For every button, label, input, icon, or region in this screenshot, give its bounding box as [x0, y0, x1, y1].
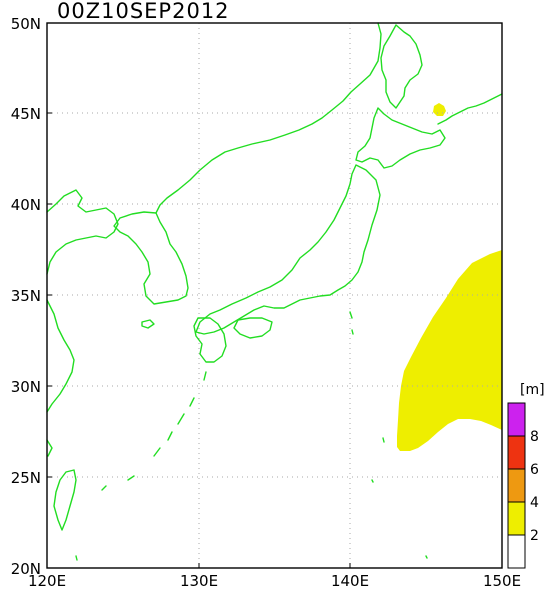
lat-label-40n: 40N: [11, 196, 41, 214]
latitude-labels: 50N 45N 40N 35N 30N 25N 20N: [11, 15, 41, 578]
coastline-kurils: [437, 93, 503, 125]
lat-label-35n: 35N: [11, 287, 41, 305]
colorbar-label-6: 6: [530, 462, 539, 478]
coastline-jeju: [141, 319, 155, 329]
coastline-honshu: [195, 164, 381, 335]
lat-label-25n: 25N: [11, 469, 41, 487]
colorbar-swatch-8: [507, 402, 526, 437]
colorbar-swatch-6: [507, 435, 526, 470]
coastline-shikoku: [233, 317, 273, 339]
coastline-small-islands: [75, 311, 428, 561]
wave-field-east: [397, 250, 502, 451]
colorbar-unit: [m]: [520, 382, 545, 398]
colorbar-label-8: 8: [530, 429, 539, 445]
colorbar-swatch-2: [507, 501, 526, 536]
lat-label-50n: 50N: [11, 15, 41, 33]
colorbar: [m] 8 6 4 2: [507, 382, 545, 569]
lon-label-130e: 130E: [180, 572, 218, 590]
lat-label-45n: 45N: [11, 105, 41, 123]
coastline-russia: [155, 22, 382, 214]
lon-label-150e: 150E: [483, 572, 521, 590]
coastline-kyushu: [193, 317, 227, 363]
coastline-china-south: [46, 299, 75, 413]
longitude-labels: 120E 130E 140E 150E: [28, 572, 521, 590]
graticule: [47, 23, 502, 568]
lon-label-120e: 120E: [28, 572, 66, 590]
map-area: [47, 23, 502, 568]
lon-label-140e: 140E: [331, 572, 369, 590]
lat-label-30n: 30N: [11, 378, 41, 396]
coastlines: [46, 22, 503, 561]
colorbar-swatch-4: [507, 468, 526, 503]
coastline-taiwan: [53, 469, 77, 531]
colorbar-label-4: 4: [530, 495, 539, 511]
coastline-ryukyu: [101, 371, 207, 491]
map-title: 00Z10SEP2012: [57, 0, 230, 23]
lat-label-20n: 20N: [11, 560, 41, 578]
coastline-china: [46, 189, 119, 275]
coastline-china-southeast: [46, 439, 53, 457]
colorbar-label-2: 2: [530, 528, 539, 544]
coastline-sakhalin: [380, 24, 423, 109]
coastline-korea: [113, 211, 189, 305]
coastline-hokkaido: [355, 107, 446, 169]
tick-marks: [47, 22, 351, 569]
colorbar-swatch-0: [507, 534, 526, 569]
